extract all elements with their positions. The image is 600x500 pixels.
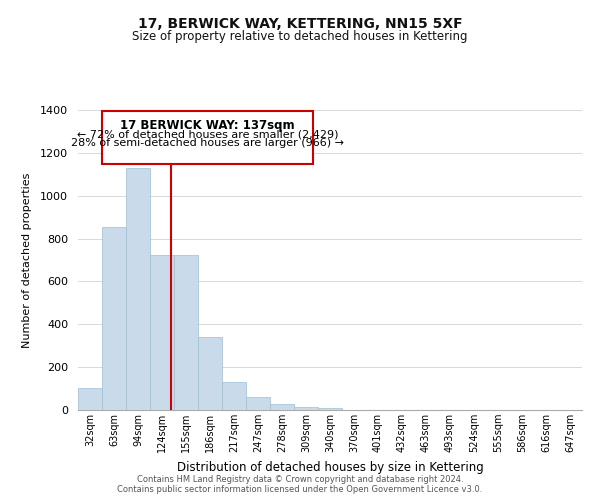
X-axis label: Distribution of detached houses by size in Kettering: Distribution of detached houses by size … <box>176 460 484 473</box>
Text: Size of property relative to detached houses in Kettering: Size of property relative to detached ho… <box>132 30 468 43</box>
Text: ← 72% of detached houses are smaller (2,429): ← 72% of detached houses are smaller (2,… <box>77 130 338 140</box>
Text: 28% of semi-detached houses are larger (966) →: 28% of semi-detached houses are larger (… <box>71 138 344 148</box>
Bar <box>78 388 102 410</box>
Bar <box>246 397 270 410</box>
Text: Contains public sector information licensed under the Open Government Licence v3: Contains public sector information licen… <box>118 485 482 494</box>
Text: 17 BERWICK WAY: 137sqm: 17 BERWICK WAY: 137sqm <box>120 119 295 132</box>
Bar <box>318 408 342 410</box>
Text: Contains HM Land Registry data © Crown copyright and database right 2024.: Contains HM Land Registry data © Crown c… <box>137 475 463 484</box>
Bar <box>174 254 198 410</box>
Bar <box>102 110 313 164</box>
Y-axis label: Number of detached properties: Number of detached properties <box>22 172 32 348</box>
Text: 17, BERWICK WAY, KETTERING, NN15 5XF: 17, BERWICK WAY, KETTERING, NN15 5XF <box>137 18 463 32</box>
Bar <box>150 254 174 410</box>
Bar <box>102 227 126 410</box>
Bar <box>270 404 294 410</box>
Bar <box>222 382 246 410</box>
Bar <box>294 407 318 410</box>
Bar <box>198 337 222 410</box>
Bar <box>126 168 150 410</box>
